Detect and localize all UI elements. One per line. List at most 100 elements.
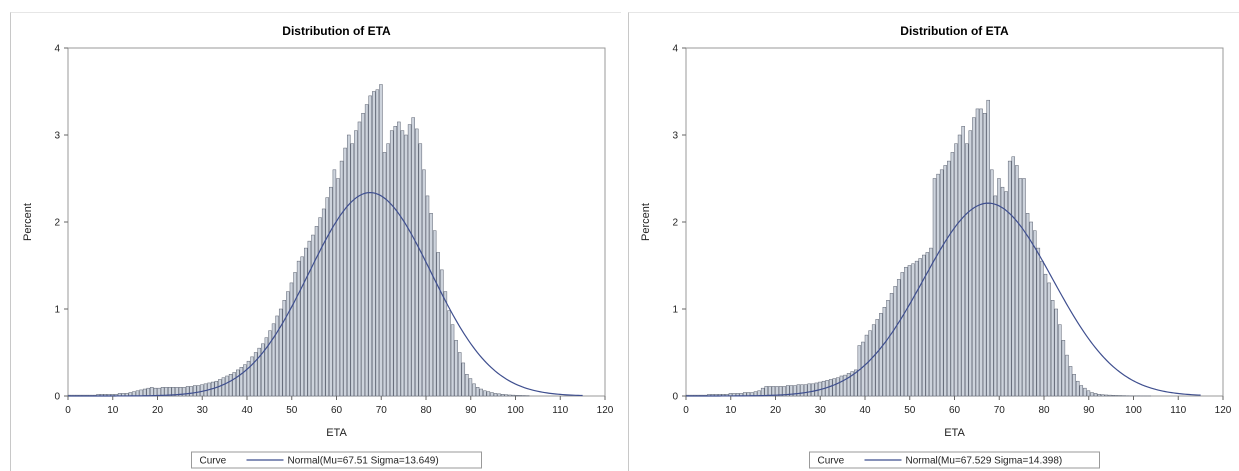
histogram-bar — [389, 130, 394, 397]
histogram-bar — [164, 387, 168, 397]
histogram-bar — [282, 300, 287, 397]
histogram-bar — [393, 126, 398, 397]
histogram-bar — [289, 282, 294, 397]
histogram-bar — [457, 352, 462, 397]
histogram-bar — [418, 143, 423, 397]
histogram-bar — [1054, 308, 1058, 397]
histogram-bar — [221, 377, 226, 397]
histogram-bar — [508, 394, 512, 397]
histogram-bar — [1104, 394, 1109, 397]
histogram-bar — [429, 213, 433, 397]
histogram-bar — [922, 254, 926, 397]
histogram-bar — [472, 383, 476, 397]
histogram-bar — [483, 390, 487, 397]
histogram-bar — [807, 383, 811, 397]
legend-box — [809, 451, 1100, 469]
histogram-bar — [782, 386, 786, 397]
x-tick-label: 50 — [904, 405, 916, 416]
histogram-bar — [975, 108, 980, 397]
histogram-bar — [153, 387, 158, 397]
histogram-bar — [504, 394, 508, 397]
histogram-bar — [889, 293, 894, 397]
histogram-bar — [1093, 393, 1098, 397]
x-axis-label: ETA — [944, 427, 965, 439]
y-tick-label: 2 — [672, 218, 678, 229]
histogram-bar — [375, 89, 380, 397]
histogram-bar — [493, 393, 498, 397]
normal-curve-line — [68, 191, 583, 397]
x-tick-label: 120 — [597, 405, 614, 416]
y-tick-label: 4 — [672, 44, 678, 55]
x-tick-label: 70 — [376, 405, 388, 416]
histogram-bar — [386, 143, 390, 397]
histogram-bar — [336, 178, 340, 397]
histogram-bar — [1115, 395, 1119, 397]
x-tick-label: 120 — [1215, 405, 1232, 416]
histogram-bar — [318, 217, 322, 397]
histogram-bar — [139, 389, 143, 397]
histogram-bar — [411, 117, 415, 397]
histogram-bar — [1018, 178, 1023, 397]
histogram-bar — [486, 391, 491, 397]
histogram-bar — [461, 362, 466, 397]
x-tick-label: 40 — [859, 405, 871, 416]
histogram-bar — [760, 387, 765, 397]
histogram-bar — [904, 266, 908, 397]
x-tick-label: 70 — [994, 405, 1006, 416]
histogram-bar — [1029, 221, 1033, 397]
x-tick-label: 100 — [507, 405, 524, 416]
histogram-bar — [914, 260, 919, 397]
histogram-bar — [907, 265, 912, 397]
histogram-bar — [243, 364, 247, 397]
histogram-bar — [947, 160, 951, 397]
histogram-bar — [968, 130, 973, 397]
histogram-bar — [864, 334, 869, 397]
histogram-bar — [157, 387, 161, 397]
histogram-bar — [232, 372, 236, 397]
histogram-bar — [304, 247, 308, 397]
histogram-bar — [425, 195, 430, 397]
x-tick-label: 90 — [1083, 405, 1095, 416]
histogram-bar — [357, 121, 362, 397]
histogram-bar — [278, 308, 283, 397]
histogram-bar — [261, 343, 265, 397]
histogram-bar — [1061, 340, 1066, 397]
histogram-bar — [372, 91, 376, 397]
histogram-bar — [268, 330, 272, 397]
y-axis-label: Percent — [22, 203, 34, 241]
x-tick-label: 30 — [815, 405, 827, 416]
histogram-bar — [846, 373, 851, 397]
histogram-bar — [954, 143, 958, 397]
histogram-bar — [1068, 366, 1073, 397]
histogram-bar — [836, 377, 840, 397]
histogram-bar — [879, 313, 883, 397]
histogram-bar — [793, 385, 797, 397]
histogram-bar — [475, 387, 480, 397]
x-tick-label: 80 — [420, 405, 432, 416]
histogram-bar — [436, 252, 440, 397]
histogram-bar — [982, 113, 987, 397]
histogram-bar — [911, 263, 915, 397]
x-tick-label: 90 — [465, 405, 477, 416]
x-axis-label: ETA — [326, 427, 347, 439]
histogram-bar — [225, 375, 229, 397]
chart-panel-right: Distribution of ETA 0 1 2 3 4 0 10 20 30 40 50 60 70 8… — [628, 12, 1239, 471]
histogram-bar — [1101, 394, 1105, 397]
y-tick-label: 3 — [54, 131, 60, 142]
histogram-bar — [257, 347, 261, 397]
histogram-bar — [146, 387, 150, 397]
histogram-bar — [1004, 191, 1008, 397]
histogram-bar — [1033, 230, 1037, 397]
histogram-bar — [775, 386, 779, 397]
histogram-bar — [218, 379, 222, 397]
histogram-bar — [450, 324, 455, 397]
histogram-bar — [768, 386, 772, 397]
histogram-bar — [379, 84, 383, 397]
histogram-bar — [447, 310, 451, 397]
histogram-bar — [490, 392, 494, 397]
y-axis-label: Percent — [640, 203, 652, 241]
x-tick-label: 110 — [552, 405, 568, 416]
histogram-bar — [364, 104, 369, 397]
legend-entry: Normal(Mu=67.51 Sigma=13.649) — [288, 456, 439, 467]
